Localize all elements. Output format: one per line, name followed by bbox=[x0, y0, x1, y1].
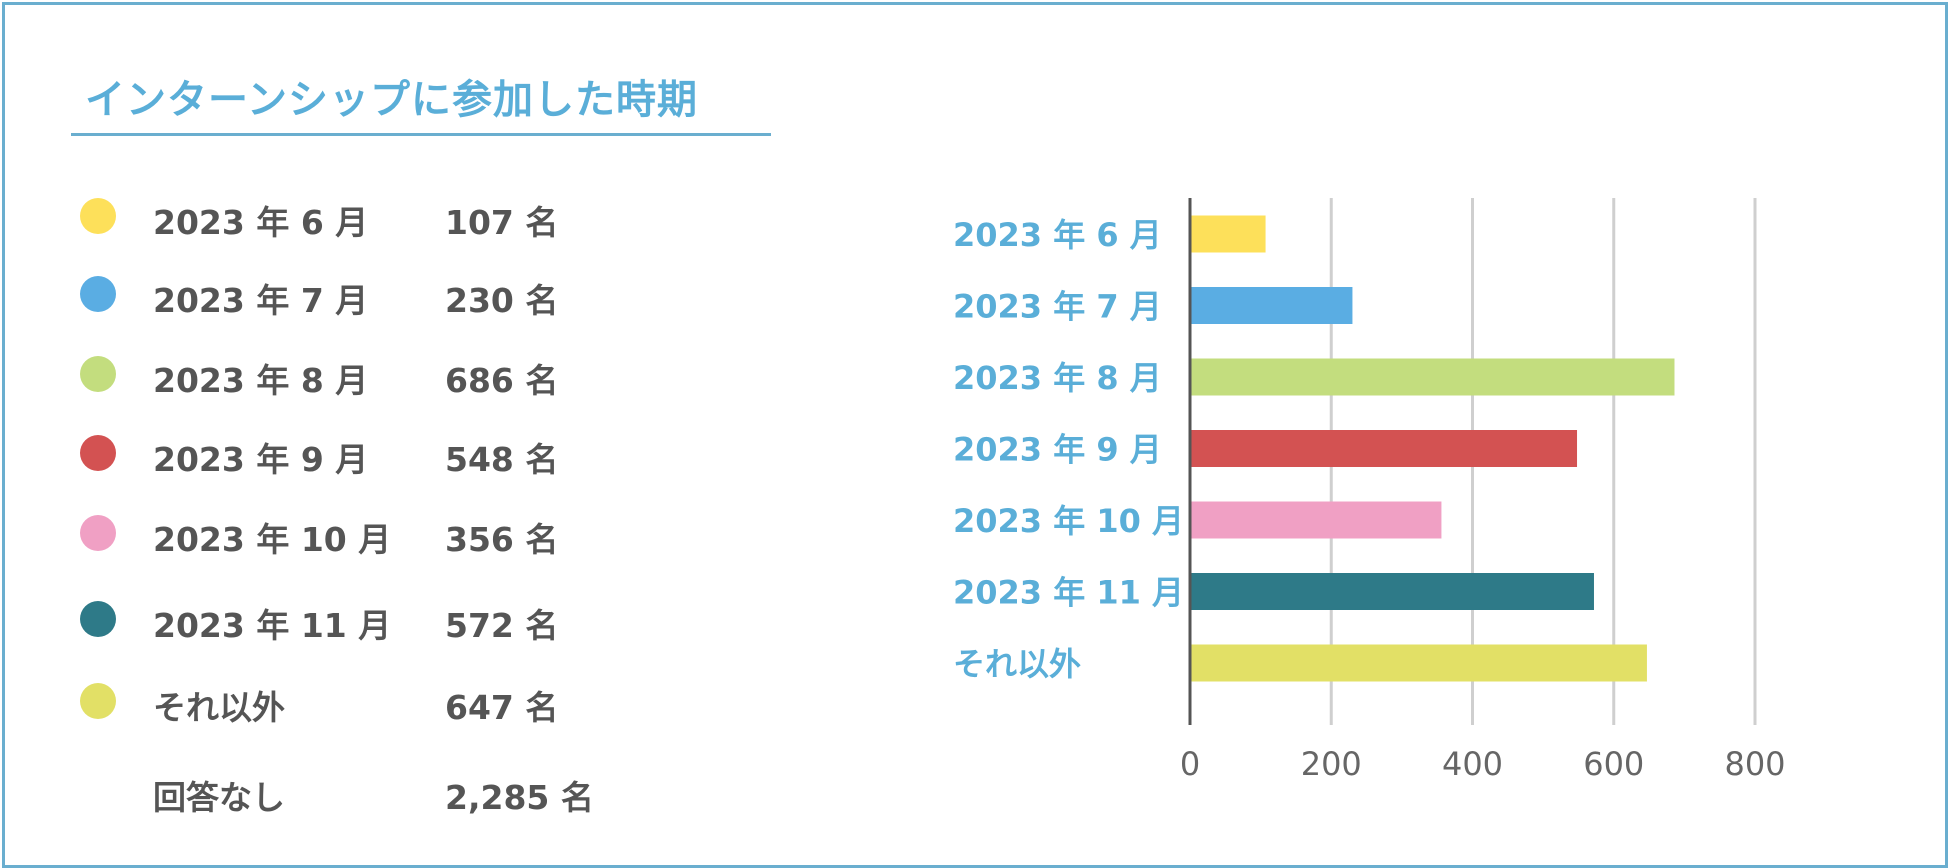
legend-count: 548 名 bbox=[445, 440, 559, 479]
legend-item: 2023 年 10 月 356 名 bbox=[5, 507, 625, 559]
bar bbox=[1190, 287, 1353, 324]
x-tick-label: 400 bbox=[1442, 745, 1503, 783]
category-label: 2023 年 10 月 bbox=[953, 502, 1184, 540]
legend-dot bbox=[80, 515, 116, 551]
legend-label: 2023 年 9 月 bbox=[153, 440, 369, 479]
category-label: それ以外 bbox=[953, 645, 1081, 683]
legend-item: 2023 年 8 月 686 名 bbox=[5, 348, 625, 400]
bar-chart: 0 200 400 600 800 2023 年 6 月 2023 年 7 月 2023 年 … bbox=[953, 198, 1786, 783]
legend-label: 2023 年 11 月 bbox=[153, 606, 392, 645]
legend-dot bbox=[80, 198, 116, 234]
legend-dot bbox=[80, 276, 116, 312]
category-label: 2023 年 8 月 bbox=[953, 359, 1162, 397]
legend-label: 2023 年 7 月 bbox=[153, 281, 369, 320]
legend-dot bbox=[80, 356, 116, 392]
x-tick-label: 200 bbox=[1301, 745, 1362, 783]
legend-count: 230 名 bbox=[445, 281, 559, 320]
x-tick-label: 600 bbox=[1583, 745, 1644, 783]
bar bbox=[1190, 573, 1594, 610]
legend-count: 686 名 bbox=[445, 361, 559, 400]
bar bbox=[1190, 215, 1266, 253]
legend-count: 572 名 bbox=[445, 606, 559, 645]
legend-count: 647 名 bbox=[445, 688, 559, 727]
title-underline bbox=[71, 133, 771, 136]
legend-count: 356 名 bbox=[445, 520, 559, 559]
bar bbox=[1190, 501, 1442, 539]
legend-label: 2023 年 6 月 bbox=[153, 203, 369, 242]
legend-item: 2023 年 6 月 107 名 bbox=[5, 190, 625, 242]
x-tick-label: 800 bbox=[1724, 745, 1785, 783]
legend-count: 2,285 名 bbox=[445, 778, 594, 817]
legend-label: 2023 年 10 月 bbox=[153, 520, 392, 559]
bar bbox=[1190, 358, 1675, 396]
legend-label: 回答なし bbox=[153, 778, 285, 817]
legend-item-no-answer: 回答なし 2,285 名 bbox=[5, 765, 625, 817]
page-title: インターンシップに参加した時期 bbox=[85, 77, 698, 123]
category-label: 2023 年 6 月 bbox=[953, 216, 1162, 254]
category-label: 2023 年 11 月 bbox=[953, 574, 1184, 612]
legend-item: 2023 年 7 月 230 名 bbox=[5, 268, 625, 320]
legend-label: 2023 年 8 月 bbox=[153, 361, 369, 400]
legend-dot bbox=[80, 601, 116, 637]
x-tick-label: 0 bbox=[1180, 745, 1200, 783]
legend-count: 107 名 bbox=[445, 203, 559, 242]
bar bbox=[1190, 644, 1647, 682]
legend-item: それ以外 647 名 bbox=[5, 675, 625, 727]
legend-item: 2023 年 11 月 572 名 bbox=[5, 593, 625, 645]
category-label: 2023 年 9 月 bbox=[953, 431, 1162, 469]
legend-dot bbox=[80, 683, 116, 719]
legend-item: 2023 年 9 月 548 名 bbox=[5, 427, 625, 479]
category-label: 2023 年 7 月 bbox=[953, 288, 1162, 326]
legend-label: それ以外 bbox=[153, 688, 285, 727]
legend-dot bbox=[80, 435, 116, 471]
bar bbox=[1190, 430, 1578, 467]
